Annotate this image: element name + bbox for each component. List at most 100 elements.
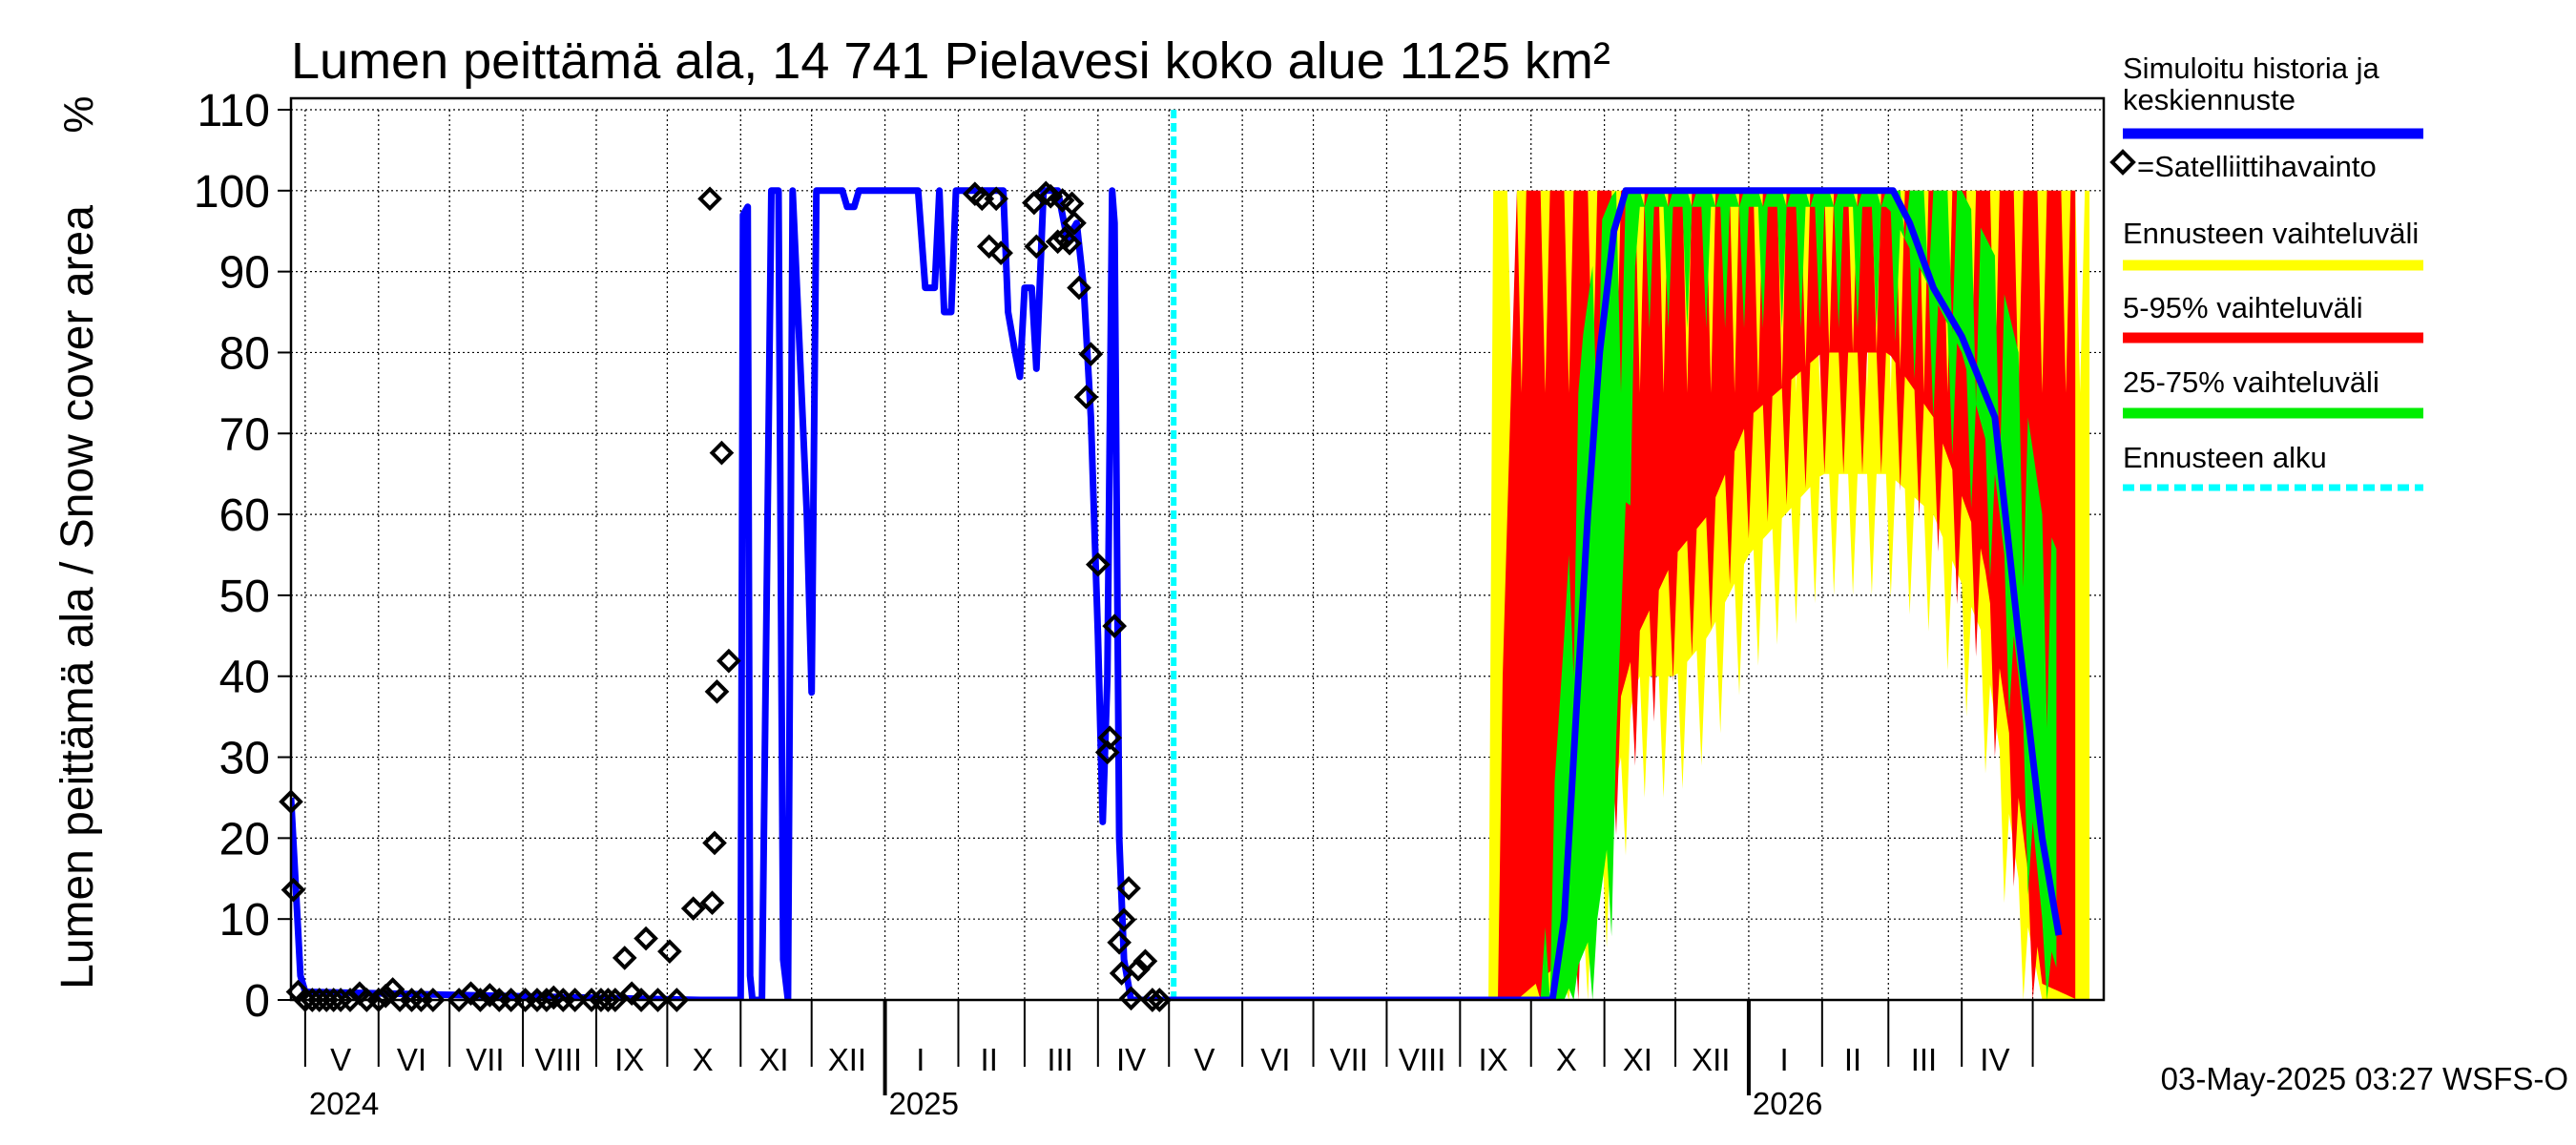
x-month-label: II	[981, 1042, 998, 1077]
x-month-label: IV	[1980, 1042, 2009, 1077]
x-month-label: XI	[1623, 1042, 1652, 1077]
observation-marker	[1024, 234, 1049, 260]
x-month-label: X	[693, 1042, 714, 1077]
observation-marker	[1116, 876, 1141, 901]
x-month-label: XI	[758, 1042, 788, 1077]
observation-marker	[988, 240, 1013, 265]
observation-marker	[1049, 188, 1075, 213]
observation-marker	[1085, 552, 1111, 577]
observation-marker	[1102, 614, 1128, 638]
legend-marker	[2109, 149, 2136, 176]
y-tick-label: 0	[244, 976, 270, 1027]
band-1	[1493, 190, 2076, 1000]
observation-marker	[702, 830, 727, 856]
y-tick-label: 90	[219, 248, 270, 299]
observation-marker	[1062, 210, 1087, 236]
x-month-label: IV	[1116, 1042, 1146, 1077]
observation-marker	[477, 983, 503, 1008]
observation-marker	[984, 186, 1008, 212]
x-month-label: II	[1844, 1042, 1861, 1077]
x-year-label: 2025	[889, 1086, 959, 1121]
observation-marker	[1059, 191, 1085, 217]
legend-label: =Satelliittihavainto	[2137, 150, 2377, 183]
observation-marker	[1057, 231, 1082, 256]
y-axis-label: Lumen peittämä ala / Snow cover area	[52, 205, 103, 989]
legend-item-4: 25-75% vaihteluväli	[2123, 365, 2423, 419]
legend-item-3: 5-95% vaihteluväli	[2123, 291, 2423, 344]
y-tick-label: 80	[219, 328, 270, 379]
observation-marker	[1107, 929, 1132, 955]
legend-item-2: Ennusteen vaihteluväli	[2123, 217, 2423, 271]
x-year-label: 2026	[1753, 1086, 1822, 1121]
x-month-label: III	[1911, 1042, 1938, 1077]
legend-label: Simuloitu historia ja	[2123, 52, 2380, 85]
observation-marker	[1073, 385, 1099, 409]
x-month-label: V	[1194, 1042, 1215, 1077]
observation-marker	[612, 946, 637, 970]
y-axis-unit: %	[55, 95, 102, 133]
observation-marker	[1118, 986, 1144, 1011]
observation-marker	[709, 440, 735, 466]
observation-marker	[969, 186, 995, 212]
observation-marker	[541, 985, 567, 1010]
observation-marker	[1078, 342, 1104, 366]
observation-marker	[634, 926, 658, 951]
x-month-label: VII	[466, 1042, 504, 1077]
x-month-label: V	[330, 1042, 351, 1077]
observation-marker	[699, 890, 725, 916]
observation-marker	[657, 939, 682, 964]
y-tick-label: 40	[219, 653, 270, 703]
x-month-label: III	[1047, 1042, 1073, 1077]
x-month-label: IX	[614, 1042, 644, 1077]
x-month-label: VIII	[535, 1042, 583, 1077]
observation-marker	[1094, 739, 1120, 765]
y-tick-label: 50	[219, 572, 270, 622]
x-month-label: VI	[1260, 1042, 1290, 1077]
x-month-label: VIII	[1399, 1042, 1446, 1077]
y-tick-label: 70	[219, 409, 270, 460]
y-tick-label: 60	[219, 490, 270, 541]
x-month-label: IX	[1478, 1042, 1507, 1077]
plot-frame	[289, 96, 2106, 1002]
observation-marker	[704, 679, 730, 704]
observation-marker	[1045, 229, 1070, 255]
observation-marker	[1097, 725, 1123, 751]
observation-marker	[1067, 275, 1091, 301]
y-tick-label: 10	[219, 895, 270, 946]
observation-marker	[717, 648, 741, 674]
legend-label: keskiennuste	[2123, 83, 2296, 116]
x-month-label: VI	[397, 1042, 426, 1077]
x-month-label: XII	[828, 1042, 866, 1077]
observation-marker	[1111, 907, 1136, 932]
legend-label: 5-95% vaihteluväli	[2123, 291, 2363, 324]
chart-title: Lumen peittämä ala, 14 741 Pielavesi kok…	[291, 32, 1610, 90]
legend-item-1: =Satelliittihavainto	[2109, 149, 2377, 183]
series-line-0	[291, 187, 2063, 1000]
legend-label: Ennusteen vaihteluväli	[2123, 217, 2419, 250]
legend-label: Ennusteen alku	[2123, 441, 2327, 474]
legend-label: 25-75% vaihteluväli	[2123, 365, 2379, 399]
forecast-bands	[1488, 190, 2090, 1000]
x-month-label: I	[916, 1042, 924, 1077]
x-month-label: XII	[1692, 1042, 1730, 1077]
footer-timestamp: 03-May-2025 03:27 WSFS-O	[2161, 1061, 2568, 1096]
x-month-label: I	[1780, 1042, 1789, 1077]
y-tick-label: 30	[219, 734, 270, 784]
observation-marker	[279, 789, 303, 815]
x-month-label: VII	[1330, 1042, 1368, 1077]
y-tick-label: 110	[197, 86, 270, 136]
x-month-label: X	[1556, 1042, 1577, 1077]
observation-marker	[697, 186, 722, 212]
x-year-label: 2024	[309, 1086, 379, 1121]
y-tick-label: 100	[194, 167, 270, 218]
y-tick-label: 20	[219, 814, 270, 864]
legend-item-5: Ennusteen alku	[2123, 441, 2423, 491]
observation-marker	[1132, 948, 1158, 974]
band-2	[1540, 190, 2057, 1000]
observation-marker	[1038, 183, 1064, 209]
observation-marker	[380, 977, 405, 1002]
